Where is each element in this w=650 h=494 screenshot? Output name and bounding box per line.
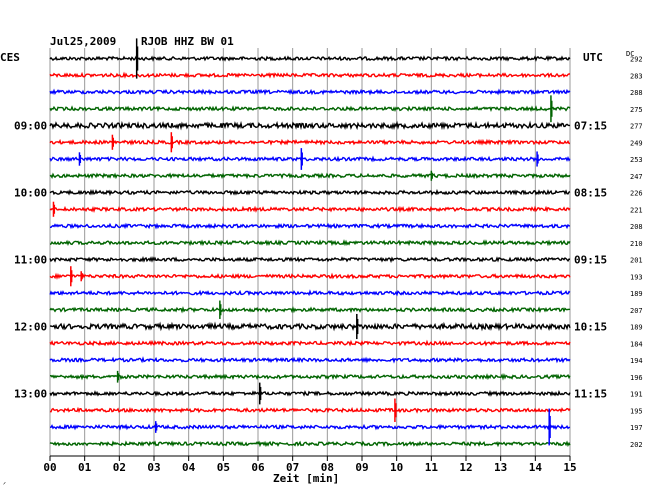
dc-offset-label: 193: [630, 273, 643, 281]
dc-offset-label: 288: [630, 89, 643, 97]
right-time-label: 11:15: [574, 388, 607, 401]
dc-offset-label: 201: [630, 257, 643, 265]
trace-row-10: [49, 222, 571, 230]
dc-offset-label: 249: [630, 139, 643, 147]
dc-offset-label: 196: [630, 374, 643, 382]
chart-date: Jul25,2009: [50, 35, 116, 48]
dc-offset-labels: 292 283 288 275 277 249 253 247 226 221 208 210 201 1…: [630, 56, 643, 449]
left-time-label: 11:00: [14, 254, 47, 267]
trace-row-7: [49, 172, 571, 180]
left-time-label: 10:00: [14, 187, 47, 200]
trace-row-0: [49, 55, 571, 62]
right-time-label: 09:15: [574, 254, 607, 267]
dc-offset-label: 210: [630, 240, 643, 248]
x-tick-label: 04: [182, 461, 196, 474]
chart-station: RJOB HHZ BW 01: [141, 35, 234, 48]
trace-row-22: [49, 423, 571, 431]
seismic-traces: [49, 38, 571, 448]
trace-row-16: [49, 321, 571, 332]
dc-offset-label: 207: [630, 307, 643, 315]
trace-row-19: [49, 373, 571, 381]
x-tick-label: 03: [147, 461, 160, 474]
dc-offset-label: 202: [630, 441, 643, 449]
trace-row-15: [49, 305, 571, 314]
trace-row-21: [49, 406, 571, 414]
x-tick-label: 10: [390, 461, 403, 474]
x-tick-label: 09: [355, 461, 368, 474]
x-tick-label: 14: [529, 461, 543, 474]
x-tick-label: 05: [217, 461, 230, 474]
dc-offset-label: 275: [630, 106, 643, 114]
trace-row-8: [49, 188, 571, 197]
dc-offset-label: 283: [630, 72, 643, 80]
right-timezone-label: UTC: [583, 51, 603, 64]
trace-row-14: [49, 289, 571, 297]
time-labels: 09:00 10:00 11:00 12:00 13:00 07:15 08:15 09:15…: [14, 120, 607, 401]
dc-offset-label: 189: [630, 290, 643, 298]
x-tick-label: 06: [251, 461, 265, 474]
x-axis: 00 01 02 03 04 05 06 07 08 09 10 11 12 13 14 15: [43, 455, 577, 474]
trace-row-4: [49, 120, 571, 131]
trace-row-9: [49, 205, 571, 213]
dc-offset-label: 292: [630, 56, 643, 64]
dc-offset-label: 226: [630, 190, 643, 198]
x-tick-label: 12: [459, 461, 472, 474]
x-tick-label: 02: [113, 461, 126, 474]
minute-gridlines: [49, 48, 571, 456]
x-tick-label: 07: [286, 461, 299, 474]
dc-offset-label: 221: [630, 206, 643, 214]
left-timezone-label: CES: [0, 51, 20, 64]
dc-header-label: DC: [626, 50, 634, 58]
x-tick-label: 13: [494, 461, 507, 474]
dc-offset-label: 184: [630, 340, 643, 348]
dc-offset-label: 208: [630, 223, 643, 231]
left-time-label: 13:00: [14, 388, 47, 401]
dc-offset-label: 189: [630, 324, 643, 332]
trace-row-18: [49, 356, 571, 364]
left-time-label: 09:00: [14, 120, 47, 133]
trace-row-1: [49, 71, 571, 79]
trace-row-12: [49, 255, 571, 264]
left-time-label: 12:00: [14, 321, 47, 334]
x-tick-label: 15: [563, 461, 576, 474]
corner-mark: ᐟ: [3, 481, 6, 489]
right-time-label: 08:15: [574, 187, 607, 200]
x-axis-label: Zeit [min]: [273, 472, 339, 485]
trace-row-3: [49, 105, 571, 113]
dc-offset-label: 277: [630, 123, 643, 131]
dc-offset-label: 194: [630, 357, 643, 365]
x-tick-label: 01: [78, 461, 92, 474]
trace-row-13: [49, 272, 571, 280]
trace-row-17: [49, 339, 571, 347]
dc-offset-label: 197: [630, 424, 643, 432]
trace-row-20: [49, 389, 571, 397]
trace-row-5: [49, 138, 571, 146]
trace-row-2: [49, 88, 571, 96]
trace-row-6: [49, 155, 571, 163]
dc-offset-label: 195: [630, 407, 643, 415]
trace-row-11: [49, 239, 571, 247]
dc-offset-label: 247: [630, 173, 643, 181]
dc-offset-label: 253: [630, 156, 643, 164]
trace-row-23: [49, 440, 571, 448]
right-time-label: 07:15: [574, 120, 607, 133]
dc-offset-label: 191: [630, 391, 643, 399]
x-tick-label: 11: [425, 461, 439, 474]
right-time-label: 10:15: [574, 321, 607, 334]
x-tick-label: 00: [43, 461, 56, 474]
x-tick-label: 08: [321, 461, 334, 474]
